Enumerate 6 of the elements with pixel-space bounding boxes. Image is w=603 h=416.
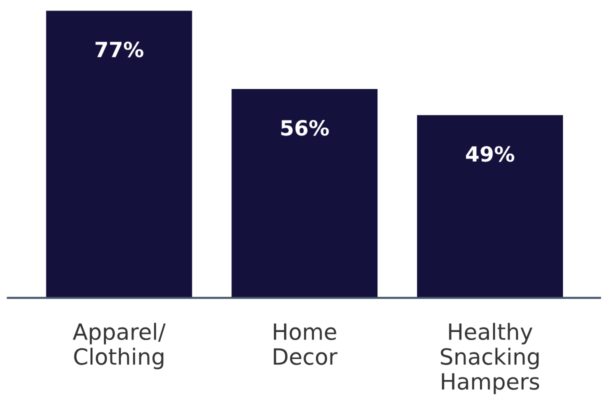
data-label: 77% <box>96 42 144 58</box>
data-label: 49% <box>466 146 514 162</box>
data-label: 56% <box>281 120 329 136</box>
x-tick-label: Healthy Snacking Hampers <box>440 322 540 394</box>
x-tick-label: Apparel/ Clothing <box>72 322 166 370</box>
x-tick-label: Home Decor <box>274 324 338 365</box>
